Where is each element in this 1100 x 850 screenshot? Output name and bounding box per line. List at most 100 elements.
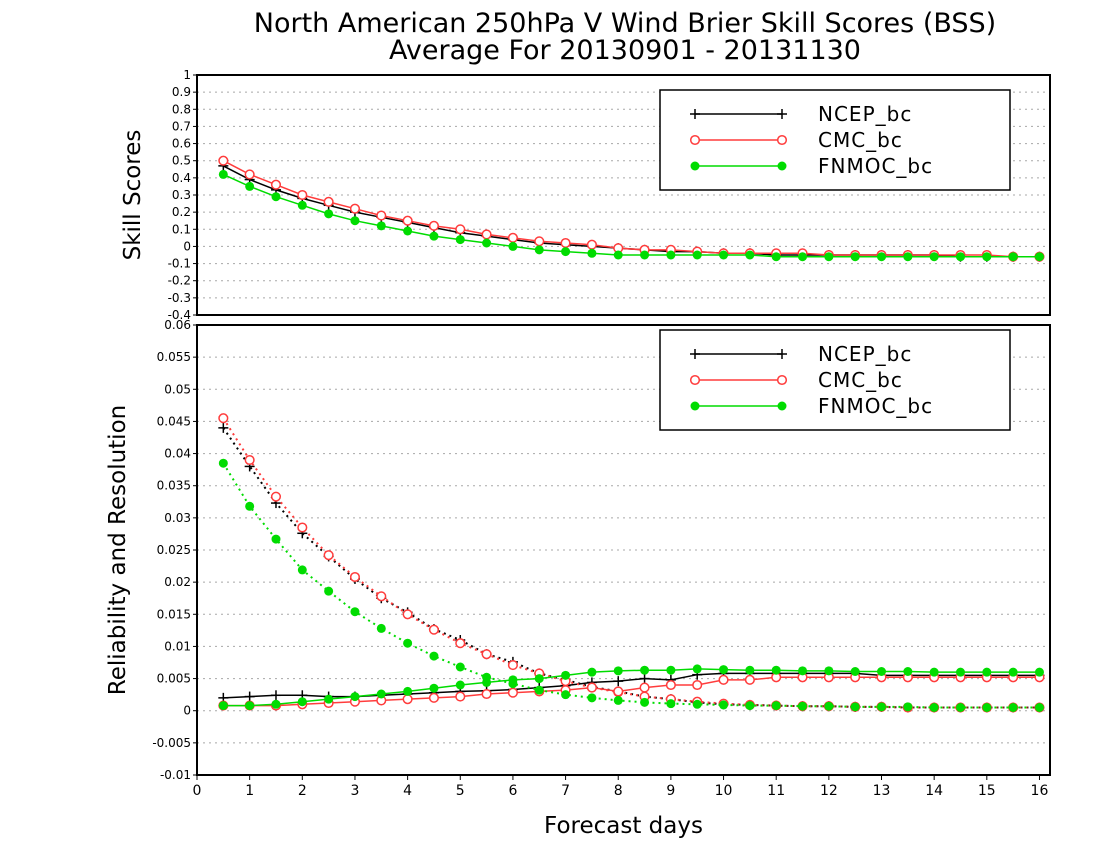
data-point	[297, 522, 308, 533]
legend-marker	[690, 401, 700, 411]
data-point	[587, 667, 597, 677]
data-point	[350, 692, 360, 702]
data-point	[244, 691, 255, 702]
data-point	[587, 693, 597, 703]
data-point	[850, 667, 860, 676]
x-tick-label: 12	[820, 783, 838, 799]
legend-marker	[776, 134, 788, 146]
y-tick-label: -0.2	[168, 274, 191, 288]
legend-marker	[777, 161, 787, 171]
data-point	[508, 241, 518, 251]
data-point	[324, 209, 334, 219]
data-point	[376, 623, 386, 633]
legend-entry: NCEP_bc	[690, 102, 912, 126]
y-tick-label: 0.02	[164, 575, 191, 589]
data-point	[824, 252, 834, 262]
data-point	[640, 697, 650, 707]
data-point	[692, 699, 702, 709]
legend-entry: FNMOC_bc	[690, 394, 932, 418]
data-point	[244, 454, 255, 466]
data-point	[798, 701, 808, 711]
data-point	[640, 250, 650, 260]
data-point	[245, 181, 255, 191]
series-FNMOC_bc-reliability	[218, 458, 1044, 712]
x-tick-label: 16	[1031, 783, 1049, 799]
data-point	[745, 665, 755, 675]
legend-label: CMC_bc	[818, 128, 903, 152]
data-point	[640, 665, 650, 675]
y-tick-label: -0.01	[160, 768, 191, 782]
data-point	[428, 220, 439, 231]
x-tick-label: 2	[298, 783, 307, 799]
legend-label: NCEP_bc	[818, 102, 912, 126]
data-point	[534, 685, 544, 695]
data-point	[561, 690, 571, 700]
y-tick-label: 0.9	[172, 85, 191, 99]
legend-marker	[690, 161, 700, 171]
legend-marker	[777, 349, 787, 359]
legend-entry: CMC_bc	[689, 128, 903, 152]
data-point	[482, 238, 492, 248]
y-tick-label: 0.005	[157, 672, 191, 686]
data-point	[982, 703, 992, 712]
data-point	[323, 196, 334, 207]
y-tick-label: 0.04	[164, 447, 191, 461]
data-point	[955, 667, 965, 677]
x-tick-label: 14	[925, 783, 943, 799]
data-point	[271, 192, 281, 202]
data-point	[376, 210, 387, 221]
data-point	[560, 237, 571, 249]
data-point	[455, 638, 466, 649]
y-tick-label: 0.06	[164, 318, 191, 332]
data-point	[982, 667, 992, 677]
legend-marker	[690, 349, 700, 359]
data-point	[903, 252, 913, 262]
series-FNMOC_bc-resolution	[218, 664, 1044, 711]
y-tick-label: 0.1	[172, 222, 191, 236]
y-tick-label: 0.045	[157, 414, 191, 428]
data-point	[824, 701, 834, 711]
data-point	[692, 250, 702, 260]
y-tick-label: -0.1	[168, 257, 191, 271]
data-point	[692, 679, 703, 691]
data-point	[376, 689, 386, 699]
y-tick-label: 0.8	[172, 102, 191, 116]
x-tick-label: 0	[193, 783, 202, 799]
data-point	[744, 674, 755, 685]
data-point	[666, 250, 676, 260]
data-point	[428, 624, 439, 635]
x-tick-label: 7	[561, 783, 570, 799]
y-tick-label: 0.5	[172, 154, 191, 168]
y-tick-label: 0.015	[157, 607, 191, 621]
data-point	[1034, 667, 1044, 677]
data-point	[270, 491, 282, 502]
data-point	[955, 703, 965, 712]
data-point	[402, 694, 413, 705]
y-tick-label: 0.025	[157, 543, 191, 557]
data-point	[218, 413, 229, 424]
data-point	[771, 252, 781, 262]
data-point	[877, 252, 887, 262]
data-point	[666, 699, 676, 709]
series-line	[223, 676, 1040, 707]
x-tick-label: 1	[245, 783, 254, 799]
data-point	[771, 665, 781, 675]
x-tick-label: 4	[403, 783, 412, 799]
data-point	[534, 674, 544, 684]
data-point	[745, 701, 755, 711]
x-axis-label: Forecast days	[544, 813, 703, 839]
data-point	[1008, 252, 1018, 262]
legend-marker	[689, 374, 701, 386]
data-point	[402, 609, 413, 620]
data-point	[771, 701, 781, 711]
data-point	[692, 664, 702, 674]
legend-entry: NCEP_bc	[690, 342, 911, 366]
y-tick-label: 0.03	[164, 511, 191, 525]
data-point	[218, 169, 228, 179]
series-line	[223, 668, 1040, 707]
series-line	[222, 417, 1040, 709]
data-point	[507, 660, 518, 671]
data-point	[297, 200, 307, 210]
data-point	[270, 690, 281, 701]
